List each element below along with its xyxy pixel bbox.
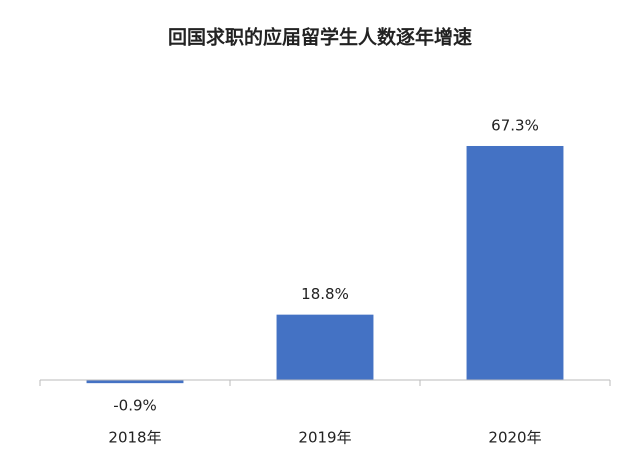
x-tick-label: 2020年 [488,429,541,447]
x-tick-label: 2018年 [108,429,161,447]
x-tick-label: 2019年 [298,429,351,447]
bar [466,145,564,381]
data-label: 18.8% [301,285,349,303]
bar [86,380,184,384]
data-label: 67.3% [491,116,539,134]
chart-title: 回国求职的应届留学生人数逐年增速 [168,26,472,49]
bar [276,314,374,381]
data-label: -0.9% [113,397,157,415]
